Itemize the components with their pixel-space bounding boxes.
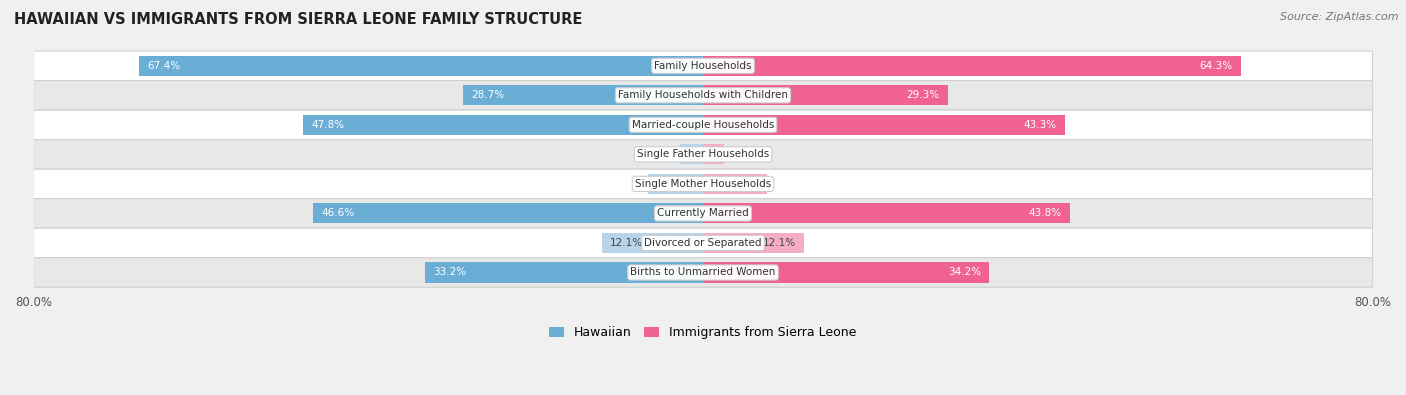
Text: Divorced or Separated: Divorced or Separated bbox=[644, 238, 762, 248]
Text: 67.4%: 67.4% bbox=[148, 61, 180, 71]
FancyBboxPatch shape bbox=[34, 139, 1372, 169]
Text: 47.8%: 47.8% bbox=[311, 120, 344, 130]
Text: 7.7%: 7.7% bbox=[733, 179, 759, 189]
Text: 28.7%: 28.7% bbox=[471, 90, 505, 100]
Text: Married-couple Households: Married-couple Households bbox=[631, 120, 775, 130]
Text: Currently Married: Currently Married bbox=[657, 209, 749, 218]
Text: Single Father Households: Single Father Households bbox=[637, 149, 769, 159]
Text: Source: ZipAtlas.com: Source: ZipAtlas.com bbox=[1281, 12, 1399, 22]
Text: 2.5%: 2.5% bbox=[689, 149, 716, 159]
Legend: Hawaiian, Immigrants from Sierra Leone: Hawaiian, Immigrants from Sierra Leone bbox=[550, 326, 856, 339]
Bar bbox=[703, 262, 990, 282]
Text: 43.8%: 43.8% bbox=[1028, 209, 1062, 218]
Text: Family Households with Children: Family Households with Children bbox=[619, 90, 787, 100]
Text: 64.3%: 64.3% bbox=[1199, 61, 1233, 71]
Bar bbox=[703, 174, 768, 194]
Bar bbox=[703, 203, 1070, 224]
Bar bbox=[681, 144, 703, 164]
Text: 12.1%: 12.1% bbox=[763, 238, 796, 248]
FancyBboxPatch shape bbox=[34, 51, 1372, 81]
Text: 29.3%: 29.3% bbox=[907, 90, 939, 100]
Text: Family Households: Family Households bbox=[654, 61, 752, 71]
Bar bbox=[139, 56, 703, 76]
FancyBboxPatch shape bbox=[34, 228, 1372, 258]
FancyBboxPatch shape bbox=[34, 199, 1372, 228]
FancyBboxPatch shape bbox=[34, 81, 1372, 110]
Bar bbox=[463, 85, 703, 105]
Bar bbox=[302, 115, 703, 135]
FancyBboxPatch shape bbox=[34, 169, 1372, 199]
Bar bbox=[314, 203, 703, 224]
Text: 34.2%: 34.2% bbox=[948, 267, 981, 278]
Bar bbox=[703, 115, 1066, 135]
Bar bbox=[703, 85, 948, 105]
Text: Births to Unmarried Women: Births to Unmarried Women bbox=[630, 267, 776, 278]
Bar bbox=[602, 233, 703, 253]
Bar bbox=[648, 174, 703, 194]
Text: 12.1%: 12.1% bbox=[610, 238, 643, 248]
Bar bbox=[703, 144, 724, 164]
Text: 33.2%: 33.2% bbox=[433, 267, 467, 278]
Text: 2.7%: 2.7% bbox=[689, 149, 716, 159]
Text: Single Mother Households: Single Mother Households bbox=[636, 179, 770, 189]
Text: 43.3%: 43.3% bbox=[1024, 120, 1057, 130]
Bar bbox=[703, 233, 804, 253]
Text: 46.6%: 46.6% bbox=[322, 209, 354, 218]
Text: HAWAIIAN VS IMMIGRANTS FROM SIERRA LEONE FAMILY STRUCTURE: HAWAIIAN VS IMMIGRANTS FROM SIERRA LEONE… bbox=[14, 12, 582, 27]
FancyBboxPatch shape bbox=[34, 110, 1372, 139]
FancyBboxPatch shape bbox=[34, 258, 1372, 287]
Text: 6.6%: 6.6% bbox=[657, 179, 683, 189]
Bar bbox=[703, 56, 1241, 76]
Bar bbox=[425, 262, 703, 282]
